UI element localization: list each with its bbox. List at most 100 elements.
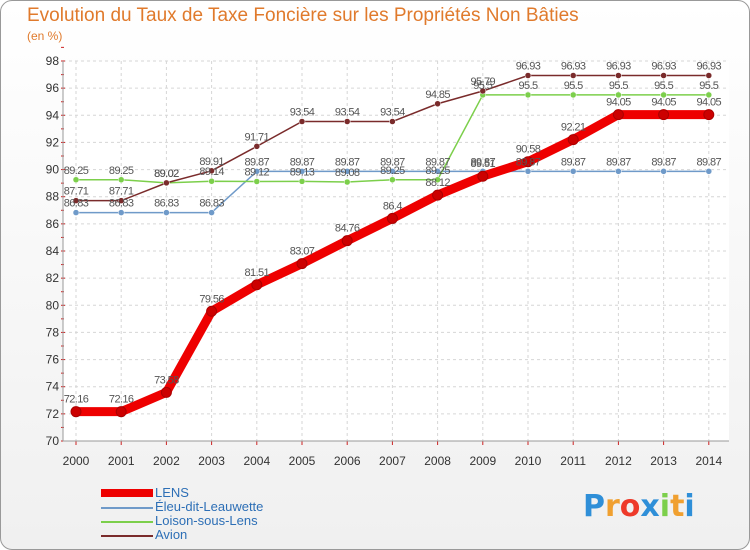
data-point xyxy=(298,168,306,175)
legend-label: LENS xyxy=(155,485,189,500)
data-label: 95.5 xyxy=(473,80,492,92)
chart-subtitle: (en %) xyxy=(27,29,63,43)
x-tick-label: 2003 xyxy=(198,454,225,468)
x-tick-label: 2010 xyxy=(515,454,542,468)
x-tick-label: 2000 xyxy=(63,454,90,468)
data-label: 89.87 xyxy=(380,156,405,168)
data-point xyxy=(115,406,127,418)
data-point xyxy=(206,305,218,317)
y-tick-label: 70 xyxy=(46,434,60,448)
data-label: 87.71 xyxy=(64,186,89,198)
data-label: 89.87 xyxy=(471,156,496,168)
data-label: 95.5 xyxy=(699,80,718,92)
legend-swatch-eleu xyxy=(101,507,153,509)
data-point xyxy=(477,170,489,182)
data-label: 89.12 xyxy=(245,167,270,179)
data-label: 89.13 xyxy=(290,166,315,178)
data-point xyxy=(343,178,351,186)
data-point xyxy=(208,209,215,216)
data-point xyxy=(72,209,80,216)
data-point xyxy=(296,258,308,270)
data-point xyxy=(434,176,441,183)
data-label: 93.54 xyxy=(380,107,405,119)
data-point xyxy=(253,143,261,150)
data-label: 93.54 xyxy=(290,107,315,119)
data-label: 89.02 xyxy=(154,168,179,180)
x-tick-label: 2014 xyxy=(695,454,722,468)
data-point xyxy=(434,100,441,107)
data-point xyxy=(660,91,667,99)
x-tick-label: 2005 xyxy=(289,454,316,468)
data-point xyxy=(705,91,713,99)
line-chart: 70 72 74 76 78 80 82 84 86 88 90 92 94 96 98 2000 2001 20… xyxy=(46,46,729,468)
data-label: 89.25 xyxy=(425,165,450,177)
data-point xyxy=(660,72,667,79)
data-point xyxy=(389,168,396,175)
data-point xyxy=(343,118,351,125)
x-tick-label: 2011 xyxy=(560,454,586,468)
data-label: 92.21 xyxy=(561,122,586,134)
data-label: 95.5 xyxy=(518,80,537,92)
data-point xyxy=(298,178,306,185)
data-label: 94.05 xyxy=(606,97,631,109)
data-point xyxy=(251,279,263,291)
data-point xyxy=(524,168,532,175)
data-label: 91.71 xyxy=(245,131,270,143)
data-point xyxy=(432,189,444,201)
x-tick-label: 2007 xyxy=(379,454,406,468)
data-label: 89.87 xyxy=(335,156,360,168)
data-point xyxy=(72,197,80,204)
y-tick-label: 78 xyxy=(46,325,60,339)
data-label: 86.83 xyxy=(109,198,134,210)
data-point xyxy=(117,176,125,183)
data-label: 89.87 xyxy=(290,156,315,168)
chart-title: Evolution du Taux de Taxe Foncière sur l… xyxy=(27,5,579,26)
data-label: 89.08 xyxy=(335,167,360,179)
data-label: 86.83 xyxy=(154,198,179,210)
legend-swatch-loison xyxy=(101,521,153,523)
data-point xyxy=(298,118,306,125)
data-point xyxy=(612,109,624,121)
data-label: 89.87 xyxy=(651,156,676,168)
y-tick-label: 86 xyxy=(46,217,60,231)
data-label: 94.85 xyxy=(425,89,450,101)
data-label: 89.25 xyxy=(109,165,134,177)
data-label: 89.91 xyxy=(199,156,224,168)
data-label: 73.58 xyxy=(154,374,179,386)
data-label: 88.12 xyxy=(425,177,450,189)
logo-letter: o xyxy=(619,489,641,524)
data-label: 79.56 xyxy=(199,293,224,305)
data-label: 72.16 xyxy=(64,394,89,406)
data-point xyxy=(567,134,579,146)
data-label: 89.25 xyxy=(380,165,405,177)
y-tick-label: 88 xyxy=(46,190,60,204)
x-tick-label: 2002 xyxy=(153,454,180,468)
y-tick-label: 76 xyxy=(46,353,60,367)
y-tick-label: 72 xyxy=(46,407,60,421)
data-point xyxy=(524,72,532,79)
data-label: 89.51 xyxy=(471,158,496,170)
data-point xyxy=(524,91,532,99)
legend-label: Éleu-dit-Leauwette xyxy=(155,499,264,514)
data-point xyxy=(341,235,353,247)
x-tick-label: 2012 xyxy=(605,454,632,468)
data-point xyxy=(569,91,577,99)
data-point xyxy=(70,406,82,418)
x-tick-label: 2009 xyxy=(469,454,496,468)
y-tick-label: 80 xyxy=(46,298,60,312)
y-tick-label: 84 xyxy=(46,244,60,258)
data-point xyxy=(703,109,715,121)
data-point xyxy=(386,212,398,224)
data-point xyxy=(615,168,622,175)
data-label: 94.05 xyxy=(651,97,676,109)
data-label: 89.87 xyxy=(516,156,541,168)
data-label: 89.02 xyxy=(154,168,179,180)
y-tick-label: 94 xyxy=(46,108,60,122)
data-label: 83.07 xyxy=(290,246,315,258)
proxiti-logo: Proxiti xyxy=(583,489,695,524)
y-tick-label: 92 xyxy=(46,135,60,149)
logo-letter: i xyxy=(659,489,671,524)
y-tick-label: 74 xyxy=(46,380,60,394)
data-label: 89.87 xyxy=(245,156,270,168)
